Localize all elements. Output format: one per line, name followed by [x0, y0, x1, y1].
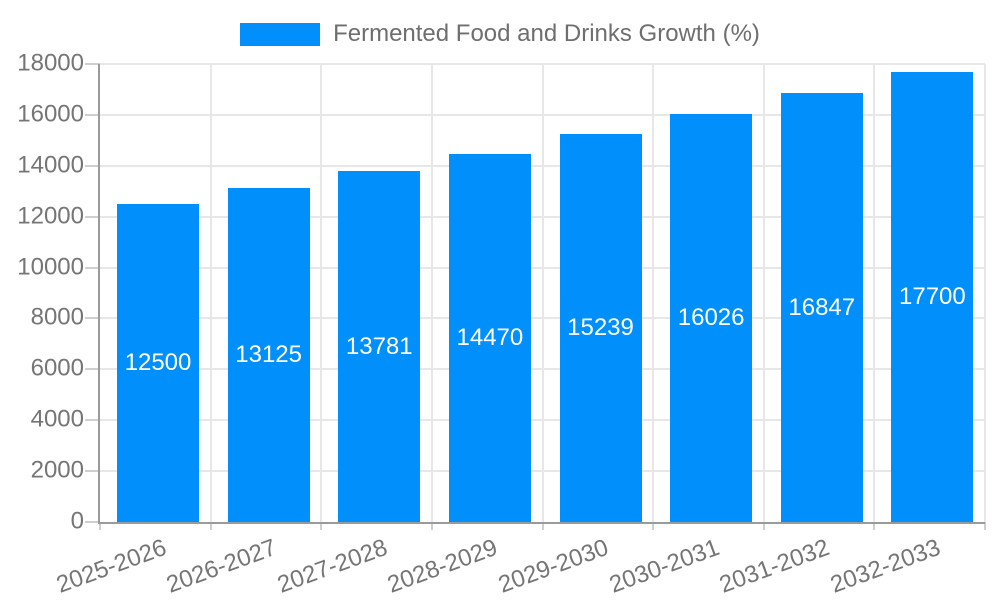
y-tick-mark — [85, 266, 100, 269]
gridline-vertical — [541, 64, 544, 522]
gridline-vertical — [209, 64, 212, 522]
x-tick-mark — [320, 522, 323, 530]
x-tick-mark — [209, 522, 212, 530]
bar[interactable]: 16026 — [670, 114, 753, 522]
y-tick-mark — [85, 215, 100, 218]
y-tick-label: 8000 — [30, 303, 84, 331]
x-tick-label: 2027-2028 — [273, 534, 391, 599]
y-tick-mark — [85, 164, 100, 167]
gridline-vertical — [652, 64, 655, 522]
x-tick-label: 2029-2030 — [494, 534, 613, 599]
gridline-vertical — [873, 64, 876, 522]
y-tick-label: 14000 — [17, 151, 84, 179]
legend-label: Fermented Food and Drinks Growth (%) — [333, 20, 760, 47]
bar[interactable]: 14470 — [448, 153, 531, 522]
gridline-vertical — [984, 64, 986, 522]
y-tick-label: 4000 — [30, 405, 84, 433]
x-tick-mark — [99, 522, 101, 530]
y-tick-mark — [85, 63, 100, 65]
y-tick-mark — [85, 419, 100, 422]
x-tick-mark — [430, 522, 433, 530]
gridline-vertical — [320, 64, 323, 522]
x-tick-mark — [762, 522, 765, 530]
bar-value-label: 13781 — [345, 332, 413, 360]
y-tick-label: 18000 — [17, 49, 84, 77]
x-tick-label: 2026-2027 — [163, 534, 281, 599]
bar[interactable]: 17700 — [891, 71, 974, 522]
bar[interactable]: 12500 — [117, 203, 199, 522]
bar-value-label: 15239 — [567, 314, 634, 342]
gridline-vertical — [430, 64, 433, 522]
bar-value-label: 17700 — [899, 282, 966, 310]
bar[interactable]: 15239 — [559, 134, 642, 522]
y-tick-label: 16000 — [17, 100, 84, 128]
bar[interactable]: 16847 — [780, 93, 863, 522]
x-axis-line — [98, 522, 985, 524]
x-tick-mark — [652, 522, 655, 530]
y-tick-label: 0 — [70, 507, 84, 535]
bar-value-label: 14470 — [456, 323, 524, 351]
x-tick-mark — [984, 522, 986, 530]
x-tick-mark — [873, 522, 876, 530]
x-tick-label: 2028-2029 — [384, 534, 502, 599]
legend-swatch — [240, 22, 321, 46]
x-tick-label: 2025-2026 — [52, 534, 170, 599]
bar-value-label: 16026 — [677, 304, 745, 332]
y-tick-mark — [85, 317, 100, 320]
y-tick-mark — [85, 470, 100, 473]
y-tick-label: 2000 — [30, 456, 84, 484]
bar-value-label: 16847 — [788, 293, 856, 321]
y-tick-mark — [85, 113, 100, 116]
legend[interactable]: Fermented Food and Drinks Growth (%) — [0, 20, 1000, 48]
y-tick-label: 12000 — [17, 202, 84, 230]
y-tick-label: 10000 — [17, 252, 84, 280]
bar-value-label: 12500 — [124, 348, 192, 376]
bar[interactable]: 13125 — [227, 188, 310, 522]
x-tick-label: 2030-2031 — [605, 534, 723, 599]
x-tick-label: 2032-2033 — [826, 534, 944, 599]
bar[interactable]: 13781 — [338, 171, 421, 522]
gridline-vertical — [762, 64, 765, 522]
y-tick-label: 6000 — [30, 354, 84, 382]
y-tick-mark — [85, 368, 100, 371]
bar-value-label: 13125 — [235, 341, 302, 368]
y-axis-line — [98, 64, 100, 524]
x-tick-mark — [541, 522, 544, 530]
x-tick-label: 2031-2032 — [716, 534, 834, 599]
y-tick-mark — [85, 521, 100, 523]
